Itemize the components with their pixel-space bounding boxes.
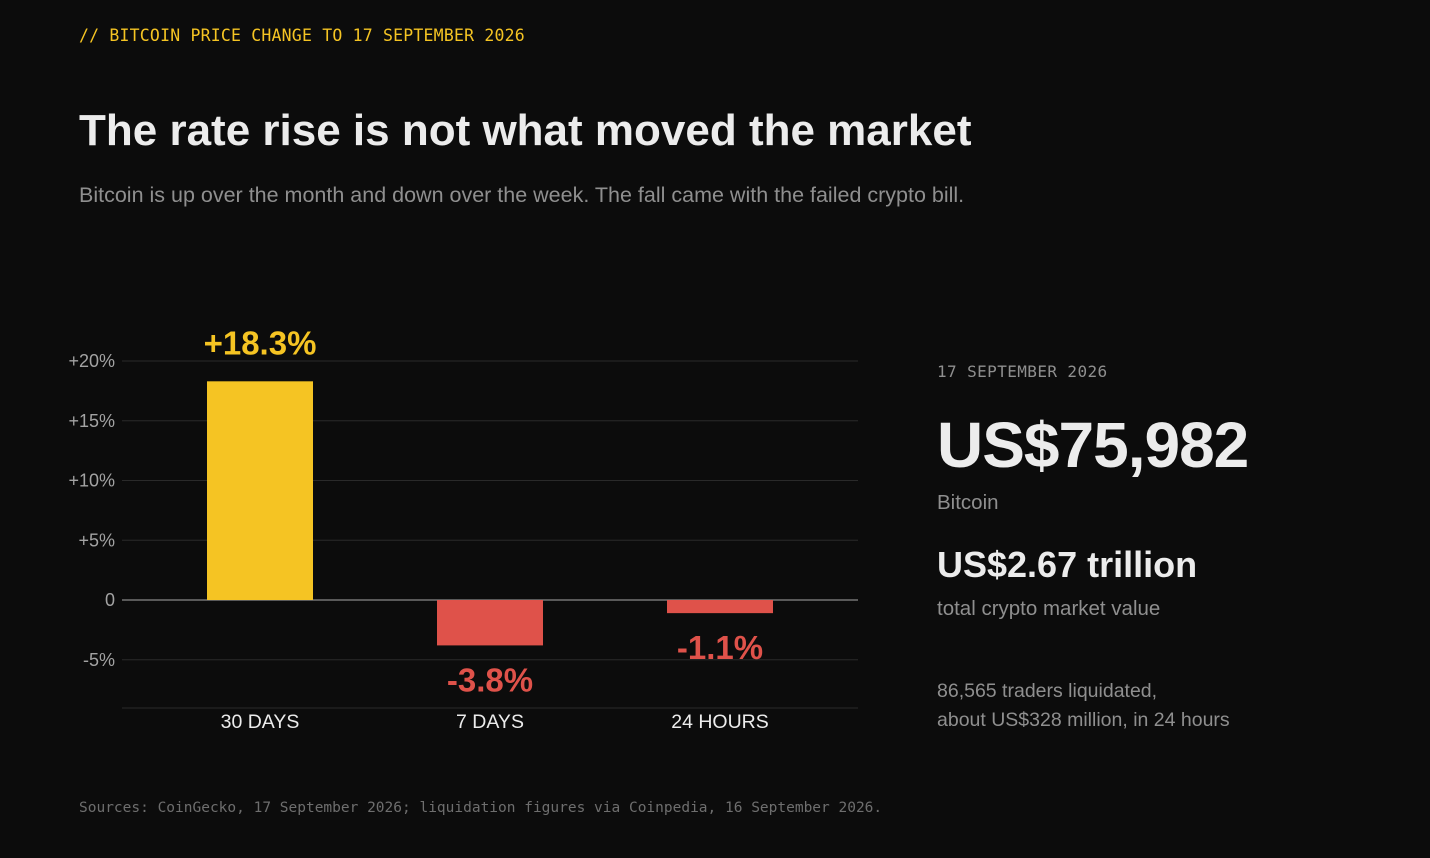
market-cap-label: total crypto market value [937, 597, 1161, 620]
liquidation-line-2: about US$328 million, in 24 hours [937, 709, 1230, 731]
headline: The rate rise is not what moved the mark… [79, 106, 972, 155]
bar-30-days [207, 381, 313, 600]
price-change-bar-chart: +20% +15% +10% +5% 0 -5% +18.3% 30 DAYS -3.8% 7 D… [68, 324, 858, 733]
y-tick-label: 0 [105, 590, 115, 610]
category-label: 24 HOURS [671, 711, 769, 733]
y-tick-label: +15% [68, 411, 115, 431]
y-tick-label: +5% [78, 530, 115, 550]
bars [207, 381, 773, 646]
side-date: 17 SEPTEMBER 2026 [937, 362, 1108, 381]
y-tick-label: +20% [68, 351, 115, 371]
sources-note: Sources: CoinGecko, 17 September 2026; l… [79, 800, 883, 816]
liquidation-note: 86,565 traders liquidated, about US$328 … [937, 677, 1230, 735]
market-cap-value: US$2.67 trillion [937, 544, 1198, 585]
category-label: 30 DAYS [221, 711, 300, 733]
bitcoin-price: US$75,982 [937, 409, 1249, 481]
y-tick-label: -5% [83, 650, 115, 670]
bar-value-label: -3.8% [447, 661, 533, 698]
bar-24-hours [667, 600, 773, 614]
y-tick-label: +10% [68, 471, 115, 491]
bar-value-label: +18.3% [204, 324, 317, 361]
bitcoin-price-label: Bitcoin [937, 491, 999, 514]
bar-value-label: -1.1% [677, 629, 763, 666]
dek: Bitcoin is up over the month and down ov… [79, 183, 965, 207]
category-label: 7 DAYS [456, 711, 524, 733]
liquidation-line-1: 86,565 traders liquidated, [937, 680, 1158, 702]
bar-7-days [437, 600, 543, 646]
labels: +20% +15% +10% +5% 0 -5% +18.3% 30 DAYS -3.8% 7 D… [68, 324, 768, 733]
kicker: // BITCOIN PRICE CHANGE TO 17 SEPTEMBER … [79, 26, 525, 45]
